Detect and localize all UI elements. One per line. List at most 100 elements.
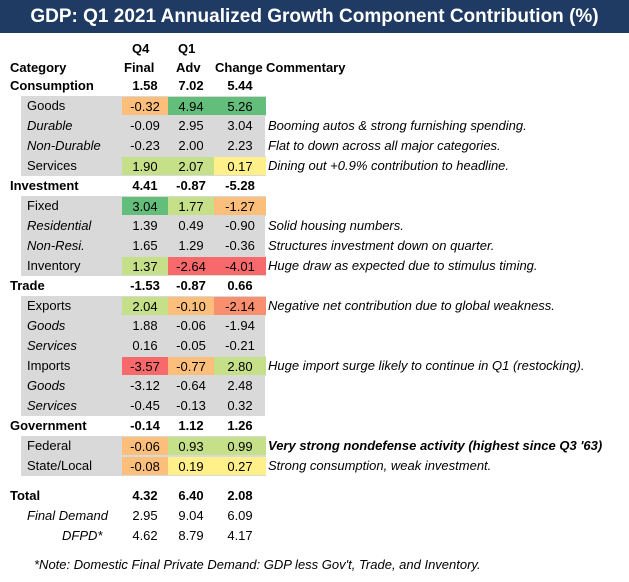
row-q4-value: -0.06	[122, 436, 168, 456]
row-change-value: 0.66	[227, 278, 253, 293]
row-change-value: -0.36	[225, 238, 255, 253]
row-q1-value: 0.49	[178, 218, 204, 233]
table-row: Non-Durable -0.23 2.00 2.23 Flat to down acr…	[0, 136, 629, 156]
row-change-value: 3.04	[227, 118, 253, 133]
row-q1-value: 1.77	[168, 196, 214, 216]
row-category: Fixed	[27, 198, 59, 213]
table-row: Non-Resi. 1.65 1.29 -0.36 Structures investm…	[0, 236, 629, 256]
table-row: Federal -0.06 0.93 0.99 Very strong nondefen…	[0, 436, 629, 456]
row-category: Services	[27, 398, 77, 413]
row-change-value: 5.44	[227, 78, 253, 93]
row-q1-value: -0.06	[176, 318, 206, 333]
row-commentary: Booming autos & strong furnishing spendi…	[268, 118, 527, 133]
row-q4-value: 4.41	[132, 178, 158, 193]
row-change-value: -1.94	[225, 318, 255, 333]
row-q4-value: -3.57	[122, 356, 168, 376]
row-q4-value: 2.04	[122, 296, 168, 316]
row-q4-value: -0.08	[122, 456, 168, 476]
row-q1-value: 4.94	[168, 96, 214, 116]
row-q4-value: 0.16	[132, 338, 158, 353]
row-q1-value: 0.19	[168, 456, 214, 476]
row-q1-value: -0.77	[168, 356, 214, 376]
row-commentary: Huge draw as expected due to stimulus ti…	[268, 258, 538, 273]
row-change-value: -4.01	[214, 256, 266, 276]
row-commentary: Dining out +0.9% contribution to headlin…	[268, 158, 510, 173]
row-category: Non-Resi.	[27, 238, 85, 253]
row-commentary	[268, 276, 628, 296]
row-change-value: 2.08	[227, 488, 253, 503]
row-commentary: Very strong nondefense activity (highest…	[268, 438, 603, 453]
row-change-value: 0.27	[214, 456, 266, 476]
row-q1-value: 1.12	[178, 418, 204, 433]
row-category: Services	[27, 338, 77, 353]
row-category: Goods	[27, 318, 66, 333]
footnote: *Note: Domestic Final Private Demand: GD…	[34, 557, 481, 572]
table-row: Services 0.16 -0.05 -0.21	[0, 336, 629, 356]
row-q4-value: 2.95	[132, 508, 158, 523]
table-row: Consumption 1.58 7.02 5.44	[0, 76, 629, 96]
table-row: Durable -0.09 2.95 3.04 Booming autos & stro…	[0, 116, 629, 136]
row-category: Trade	[10, 278, 45, 293]
row-category: Government	[10, 418, 87, 433]
col-category: Category	[10, 60, 67, 75]
table-row: Inventory 1.37 -2.64 -4.01 Huge draw as expe…	[0, 256, 629, 276]
row-q4-value: 1.37	[122, 256, 168, 276]
col-q4-bottom: Final	[124, 60, 155, 75]
row-q4-value: -0.45	[130, 398, 160, 413]
row-change-value: 4.17	[227, 528, 253, 543]
table-row: Imports -3.57 -0.77 2.80 Huge import surge l…	[0, 356, 629, 376]
row-change-value: 0.99	[214, 436, 266, 456]
row-commentary	[268, 336, 628, 356]
row-commentary	[268, 486, 628, 506]
row-change-value: -1.27	[214, 196, 266, 216]
row-q1-value: 2.95	[178, 118, 204, 133]
row-q4-value: -0.23	[130, 138, 160, 153]
row-q1-value: 9.04	[178, 508, 204, 523]
row-q1-value: -0.05	[176, 338, 206, 353]
row-change-value: 0.32	[227, 398, 253, 413]
row-q4-value: 4.62	[132, 528, 158, 543]
row-q4-value: -0.09	[130, 118, 160, 133]
row-category: Consumption	[10, 78, 94, 93]
table-row: Goods 1.88 -0.06 -1.94	[0, 316, 629, 336]
row-q1-value: 0.93	[168, 436, 214, 456]
row-q4-value: 1.90	[122, 156, 168, 176]
row-category: Non-Durable	[27, 138, 101, 153]
row-commentary: Huge import surge likely to continue in …	[268, 358, 585, 373]
row-commentary	[268, 396, 628, 416]
row-q1-value: -0.87	[176, 278, 206, 293]
table-row: Fixed 3.04 1.77 -1.27	[0, 196, 629, 216]
table-row: State/Local -0.08 0.19 0.27 Strong consumpti…	[0, 456, 629, 476]
row-change-value: -0.90	[225, 218, 255, 233]
row-q1-value: 6.40	[178, 488, 204, 503]
row-commentary	[268, 76, 628, 96]
row-q1-value: 7.02	[178, 78, 204, 93]
row-change-value: -5.28	[225, 178, 255, 193]
table-row: Services 1.90 2.07 0.17 Dining out +0.9% con…	[0, 156, 629, 176]
row-commentary	[268, 176, 628, 196]
table-row: Goods -0.32 4.94 5.26	[0, 96, 629, 116]
row-category: Goods	[27, 378, 66, 393]
row-commentary	[268, 316, 628, 336]
table-row: Final Demand 2.95 9.04 6.09	[0, 506, 629, 526]
row-commentary	[268, 526, 628, 546]
row-commentary: Strong consumption, weak investment.	[268, 458, 492, 473]
row-q4-value: -0.32	[122, 96, 168, 116]
row-q4-value: -0.14	[130, 418, 160, 433]
table-title: GDP: Q1 2021 Annualized Growth Component…	[0, 0, 629, 33]
col-q4-top: Q4	[132, 41, 150, 56]
row-q1-value: -0.10	[168, 296, 214, 316]
row-commentary: Negative net contribution due to global …	[268, 298, 555, 313]
row-q4-value: 1.39	[132, 218, 158, 233]
row-category: Inventory	[27, 258, 81, 273]
row-q4-value: -3.12	[130, 378, 160, 393]
row-category: Goods	[27, 98, 66, 113]
row-q1-value: 2.00	[178, 138, 204, 153]
row-change-value: 2.23	[227, 138, 253, 153]
row-q4-value: 1.58	[132, 78, 158, 93]
row-commentary	[268, 506, 628, 526]
col-change: Change	[215, 60, 263, 75]
row-category: Federal	[27, 438, 72, 453]
row-change-value: 5.26	[214, 96, 266, 116]
row-category: DFPD*	[62, 528, 103, 543]
